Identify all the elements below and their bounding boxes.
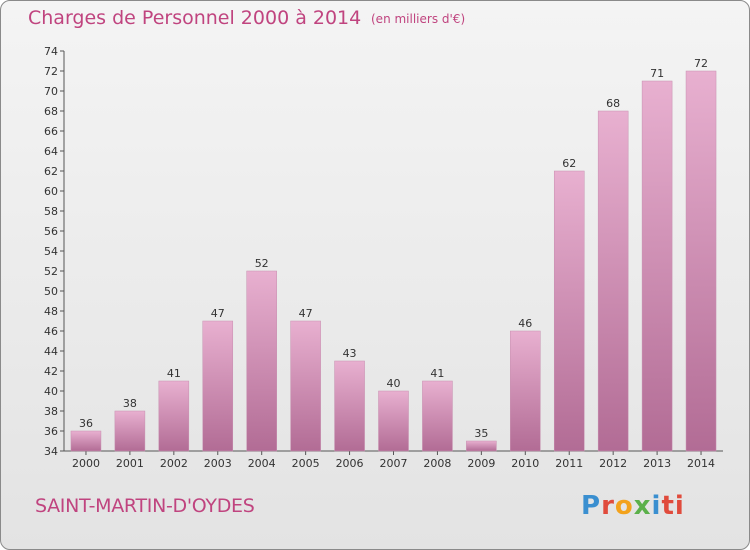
y-tick-label: 72	[44, 65, 58, 78]
data-label-2012: 68	[606, 97, 620, 110]
bar-2012	[597, 110, 629, 452]
x-tick-label-2011: 2011	[555, 457, 583, 470]
y-tick-label: 66	[44, 125, 58, 138]
y-tick-label: 48	[44, 305, 58, 318]
y-tick-label: 74	[44, 45, 58, 58]
x-tick-label-2001: 2001	[116, 457, 144, 470]
x-tick-label-2008: 2008	[423, 457, 451, 470]
bar-2011	[553, 170, 585, 452]
x-tick-label-2002: 2002	[160, 457, 188, 470]
bar-2010	[510, 330, 541, 452]
y-tick-label: 62	[44, 165, 58, 178]
data-label-2002: 41	[167, 367, 181, 380]
data-label-2001: 38	[123, 397, 137, 410]
x-tick-label-2007: 2007	[380, 457, 408, 470]
y-tick-label: 36	[44, 425, 58, 438]
y-tick-label: 70	[44, 85, 58, 98]
data-label-2007: 40	[387, 377, 401, 390]
y-tick-label: 40	[44, 385, 58, 398]
data-label-2006: 43	[343, 347, 357, 360]
data-label-2010: 46	[518, 317, 532, 330]
bar-2009	[466, 440, 497, 452]
chart-subtitle: (en milliers d'€)	[371, 12, 466, 26]
x-tick-label-2014: 2014	[687, 457, 715, 470]
data-label-2000: 36	[79, 417, 93, 430]
x-tick-label-2013: 2013	[643, 457, 671, 470]
y-tick-label: 50	[44, 285, 58, 298]
x-tick-label-2004: 2004	[248, 457, 276, 470]
data-label-2003: 47	[211, 307, 225, 320]
data-label-2009: 35	[474, 427, 488, 440]
y-tick-label: 54	[44, 245, 58, 258]
bar-2008	[422, 380, 453, 452]
x-tick-label-2000: 2000	[72, 457, 100, 470]
y-tick-label: 60	[44, 185, 58, 198]
y-tick-label: 52	[44, 265, 58, 278]
bar-2004	[246, 270, 277, 452]
y-tick-label: 34	[44, 445, 58, 458]
x-tick-label-2003: 2003	[204, 457, 232, 470]
x-tick-label-2005: 2005	[292, 457, 320, 470]
y-tick-label: 46	[44, 325, 58, 338]
commune-name: SAINT-MARTIN-D'OYDES	[35, 495, 255, 517]
bar-2000	[70, 430, 102, 452]
bar-2013	[641, 80, 673, 452]
y-tick-label: 58	[44, 205, 58, 218]
y-tick-label: 44	[44, 345, 58, 358]
bar-2014	[685, 70, 717, 452]
bar-2001	[114, 410, 146, 452]
x-tick-label-2009: 2009	[467, 457, 495, 470]
y-tick-label: 64	[44, 145, 58, 158]
bar-2006	[334, 360, 365, 452]
bar-2007	[378, 390, 409, 452]
data-label-2008: 41	[430, 367, 444, 380]
data-label-2004: 52	[255, 257, 269, 270]
y-tick-label: 38	[44, 405, 58, 418]
data-label-2011: 62	[562, 157, 576, 170]
proxiti-logo: Proxiti	[581, 491, 685, 521]
bar-2005	[290, 320, 321, 452]
x-tick-label-2012: 2012	[599, 457, 627, 470]
x-tick-label-2006: 2006	[336, 457, 364, 470]
x-tick-label-2010: 2010	[511, 457, 539, 470]
y-tick-label: 68	[44, 105, 58, 118]
y-tick-label: 42	[44, 365, 58, 378]
data-label-2014: 72	[694, 57, 708, 70]
data-label-2013: 71	[650, 67, 664, 80]
data-label-2005: 47	[299, 307, 313, 320]
bar-2002	[158, 380, 190, 452]
bar-2003	[202, 320, 234, 452]
chart-title: Charges de Personnel 2000 à 2014	[28, 7, 362, 29]
y-tick-label: 56	[44, 225, 58, 238]
